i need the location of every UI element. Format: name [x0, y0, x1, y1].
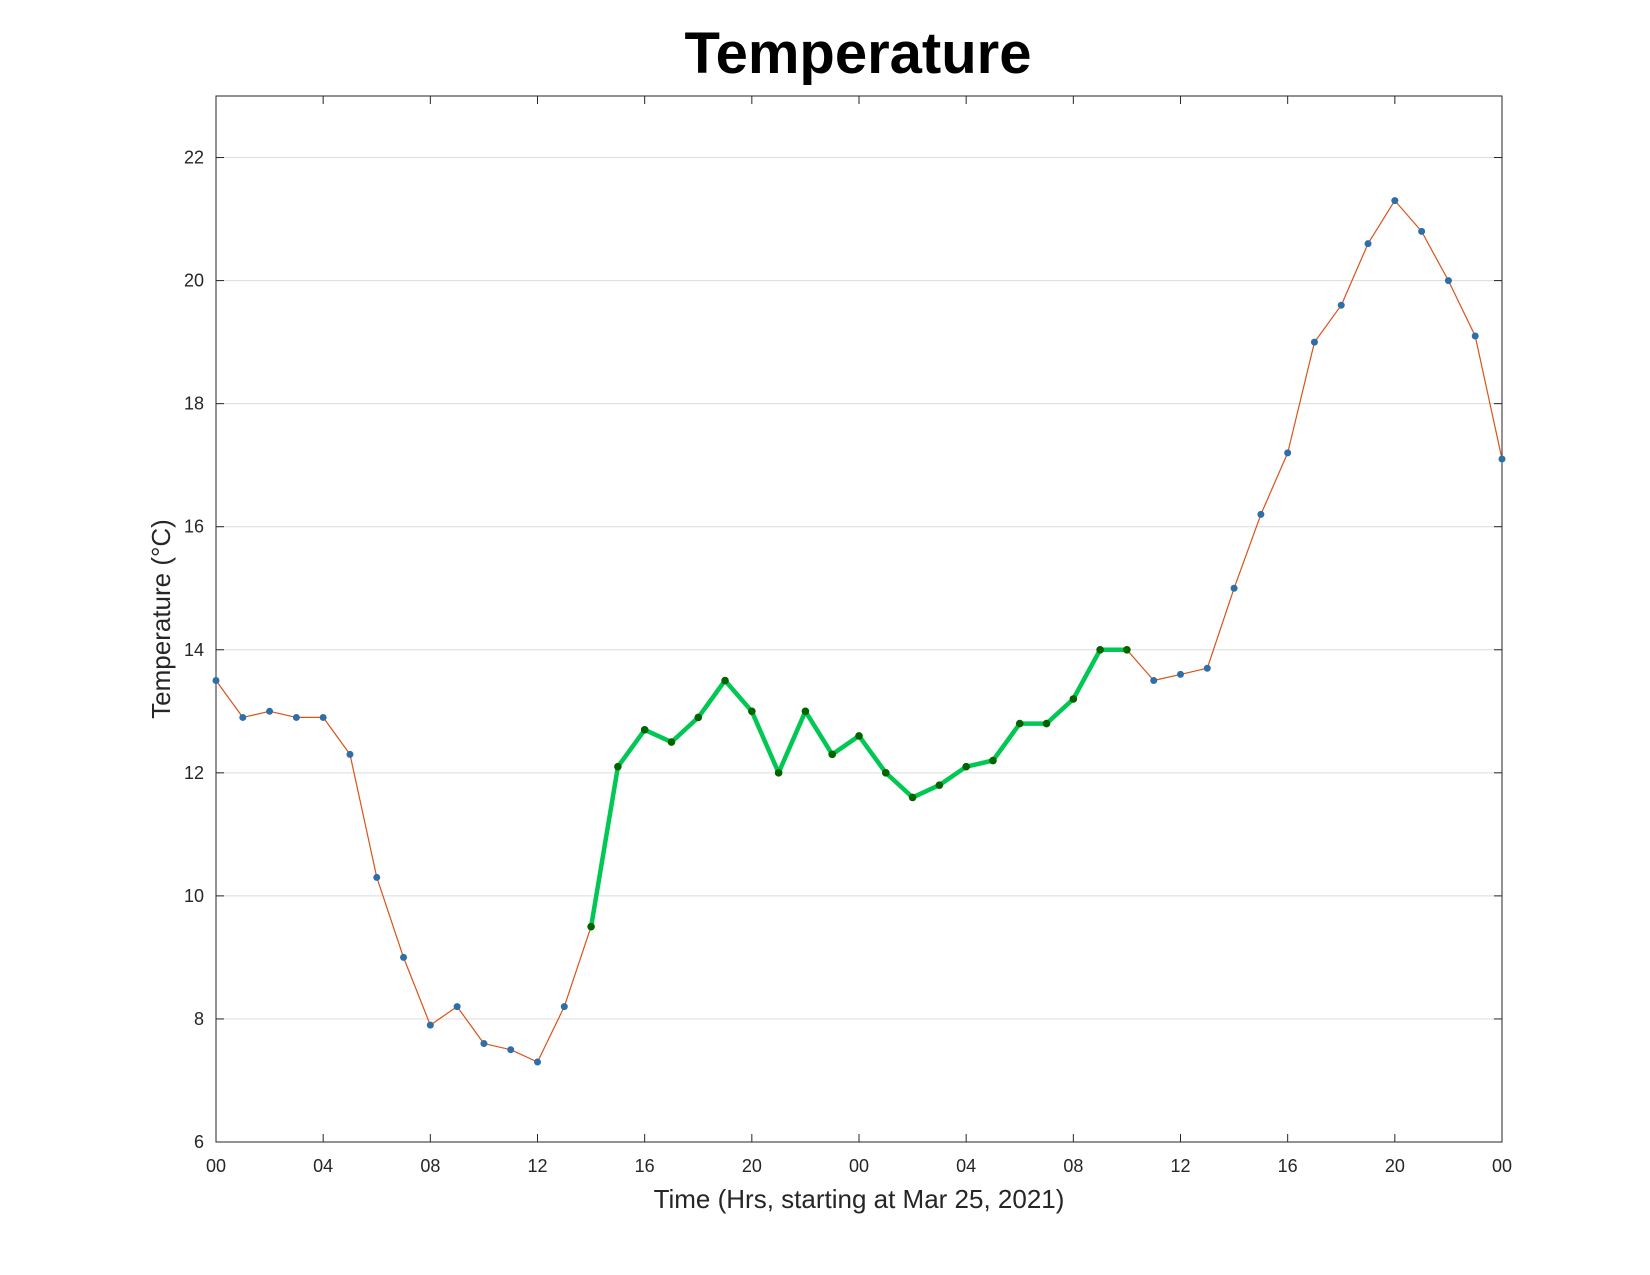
series-1-point — [212, 677, 220, 685]
series-2-point — [908, 793, 917, 802]
series-2-point — [774, 769, 783, 777]
series-1-point — [1391, 197, 1399, 205]
series-2-point — [1123, 645, 1131, 654]
x-tick-label: 20 — [1385, 1156, 1405, 1176]
series-1-point — [1177, 670, 1184, 678]
series-2-point — [640, 725, 649, 734]
x-tick-label: 08 — [1063, 1156, 1083, 1176]
x-tick-label: 00 — [206, 1156, 226, 1176]
series-2-point — [667, 738, 676, 746]
series-2-point — [935, 781, 944, 789]
series-1-point — [1418, 227, 1426, 235]
x-tick-label: 16 — [1278, 1156, 1298, 1176]
series-1-point — [239, 713, 247, 721]
x-tick-label: 20 — [742, 1156, 762, 1176]
series-1-point — [1310, 338, 1318, 346]
axis-ticks: 6 8 10 12 14 16 18 20 22 00 04 08 12 16 20 00 04 08 12 16 20… — [184, 96, 1512, 1176]
chart-title: Temperature — [684, 21, 1031, 86]
y-tick-label: 16 — [184, 517, 204, 537]
x-tick-label: 00 — [1492, 1156, 1512, 1176]
series-2-point — [721, 676, 729, 685]
series-2-point — [962, 762, 970, 771]
series-1-point — [1257, 510, 1265, 518]
x-tick-label: 04 — [313, 1156, 333, 1176]
y-tick-label: 10 — [184, 886, 204, 906]
series-2-point — [1096, 645, 1104, 654]
series-2-point — [1015, 719, 1024, 728]
series-1-point — [534, 1058, 541, 1066]
series-1-point — [1498, 455, 1506, 463]
series-1-point — [400, 953, 408, 961]
series-1-point — [453, 1003, 461, 1011]
x-tick-label: 12 — [1170, 1156, 1190, 1176]
series-1-point — [1150, 677, 1158, 685]
y-tick-label: 18 — [184, 394, 204, 414]
x-tick-label: 08 — [420, 1156, 440, 1176]
series-2-point — [1069, 695, 1078, 703]
y-tick-label: 6 — [194, 1132, 204, 1152]
series-1-point — [373, 873, 381, 881]
series-1-point — [507, 1046, 515, 1054]
series-2-point — [694, 713, 703, 722]
series-1-point — [1337, 301, 1345, 309]
series-1-point — [292, 713, 300, 721]
series-2-point — [855, 732, 863, 740]
series-1-point — [266, 707, 274, 715]
grid-lines — [216, 157, 1502, 1020]
x-tick-label: 16 — [635, 1156, 655, 1176]
series-2-point — [989, 756, 997, 765]
y-tick-label: 8 — [194, 1009, 204, 1029]
series-1-point — [1203, 664, 1211, 672]
series-1-point — [1230, 584, 1238, 592]
y-axis-label: Temperature (°C) — [146, 519, 176, 719]
y-tick-label: 14 — [184, 640, 204, 660]
series-2-point — [614, 762, 622, 771]
series-1-point — [426, 1021, 434, 1029]
y-tick-label: 12 — [184, 763, 204, 783]
plot-area — [215, 95, 1503, 1143]
series-1-point — [346, 750, 354, 758]
series-1-point — [560, 1003, 568, 1011]
series-2-point — [748, 707, 756, 716]
y-tick-label: 22 — [184, 148, 204, 168]
series-line-2 — [588, 647, 1130, 929]
series-1-point — [1444, 277, 1452, 285]
x-tick-label: 00 — [849, 1156, 869, 1176]
series-2-point — [828, 750, 837, 759]
series-2-point — [587, 922, 595, 931]
series-1-point — [1284, 449, 1292, 457]
data-series — [212, 197, 1506, 1066]
series-1-point — [1364, 240, 1372, 248]
series-2-point — [881, 769, 890, 777]
series-2-point — [801, 707, 810, 716]
x-axis-label: Time (Hrs, starting at Mar 25, 2021) — [654, 1184, 1065, 1214]
x-tick-label: 12 — [527, 1156, 547, 1176]
x-tick-label: 04 — [956, 1156, 976, 1176]
series-1-point — [319, 713, 327, 721]
series-line-1 — [215, 200, 1503, 1063]
series-1-point — [480, 1040, 488, 1048]
y-tick-label: 20 — [184, 271, 204, 291]
series-1-point — [1471, 332, 1479, 340]
series-2-point — [1042, 719, 1051, 728]
